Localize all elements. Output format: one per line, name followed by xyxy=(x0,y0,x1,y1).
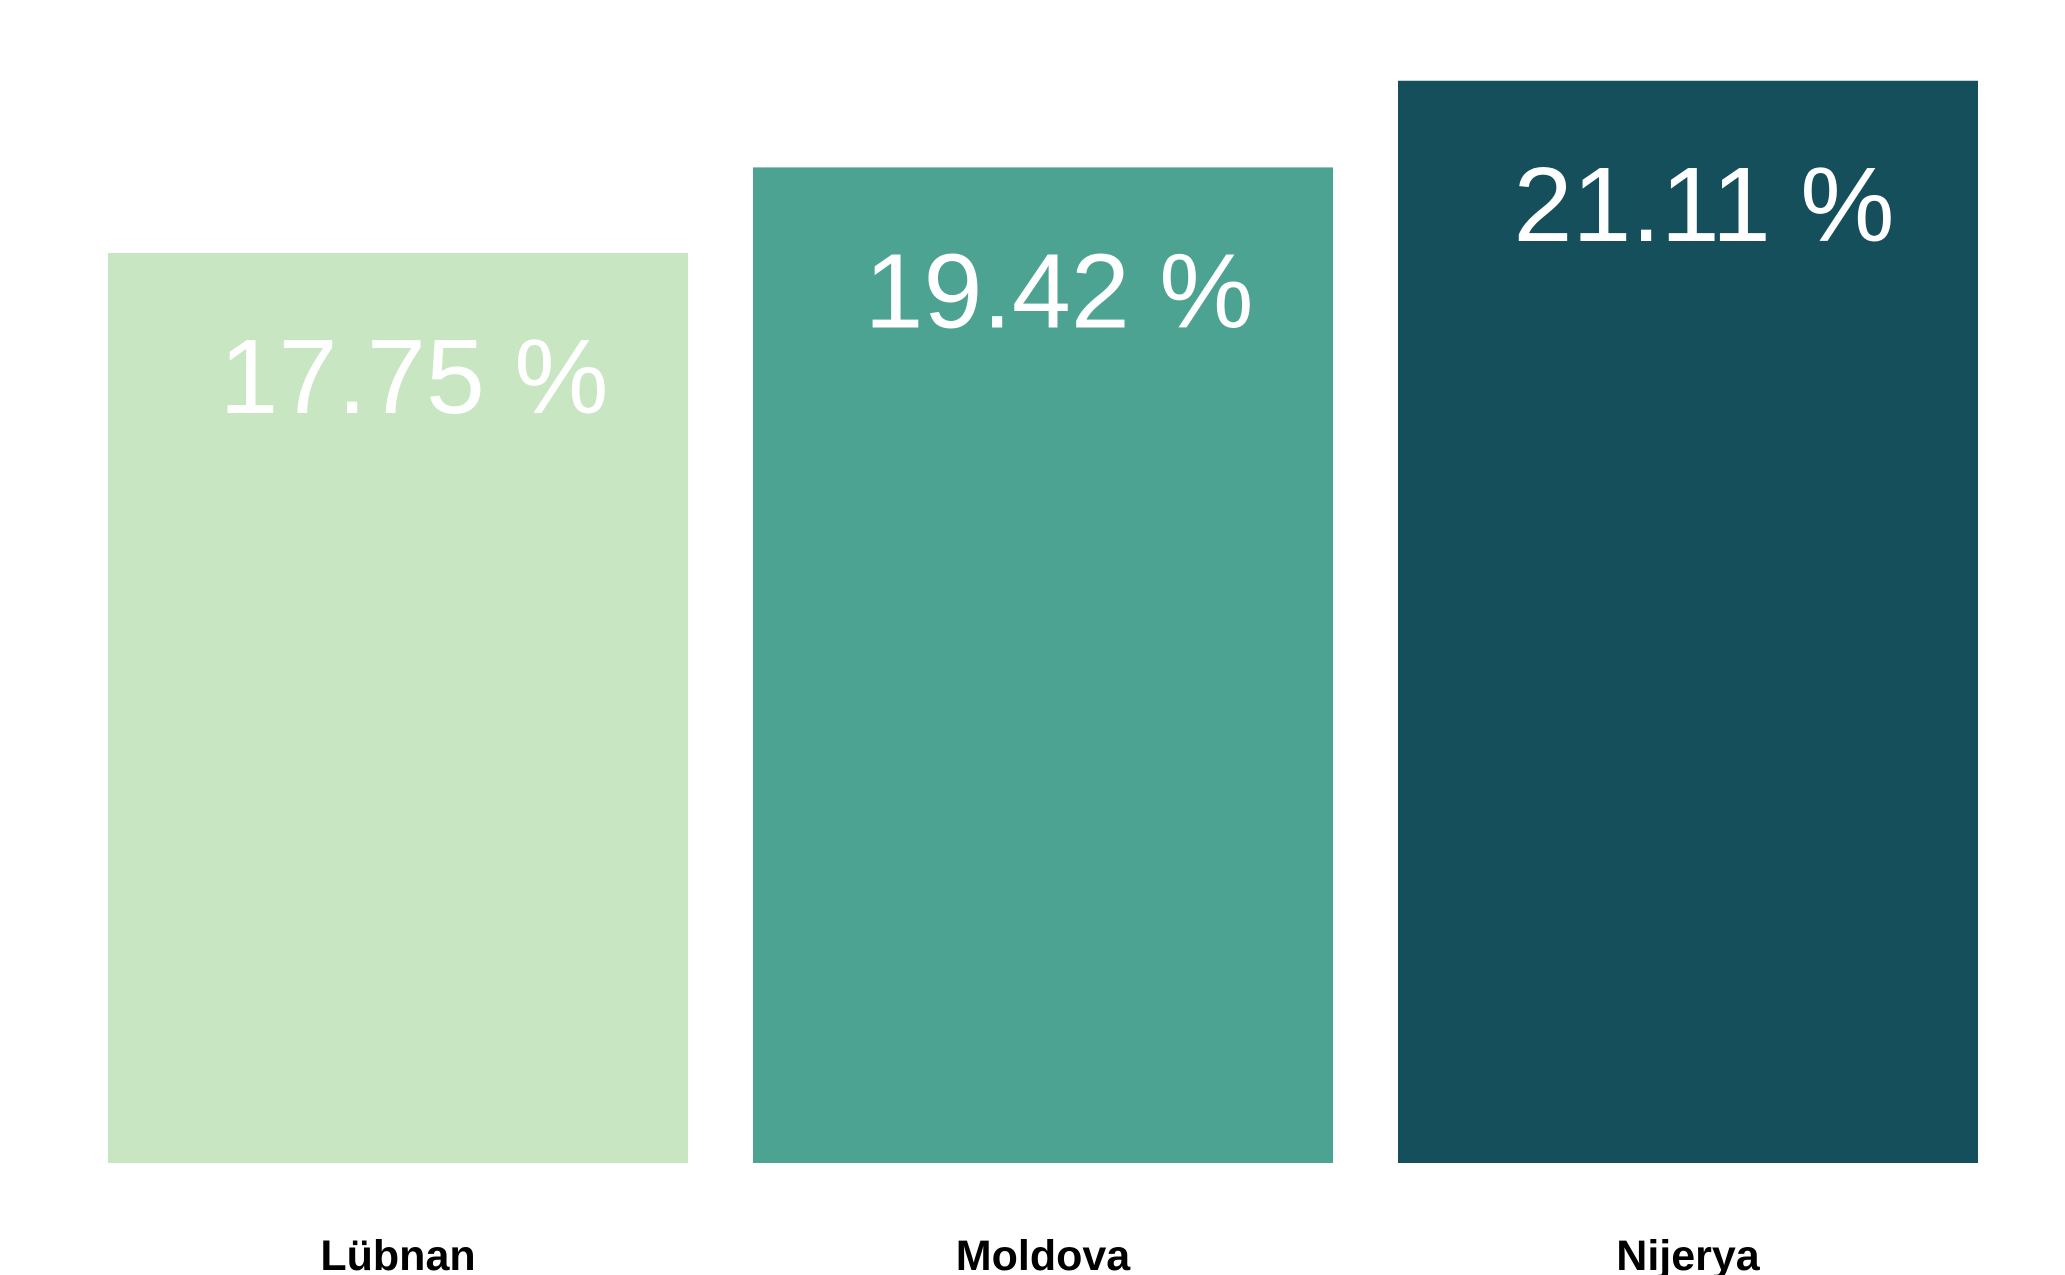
bar-0 xyxy=(108,253,688,1164)
bars-layer xyxy=(108,80,1978,1164)
category-label-0: Lübnan xyxy=(320,1232,475,1275)
bar-value-label-0: 17.75 % xyxy=(220,318,609,436)
value-labels-layer: 17.75 % 19.42 % 21.11 % xyxy=(220,146,1895,436)
bar-value-label-2: 21.11 % xyxy=(1513,146,1894,264)
bar-2 xyxy=(1398,80,1978,1164)
category-label-2: Nijerya xyxy=(1616,1232,1761,1275)
category-label-1: Moldova xyxy=(956,1232,1131,1275)
bar-value-label-1: 19.42 % xyxy=(865,232,1254,350)
category-labels-layer: Lübnan Moldova Nijerya xyxy=(320,1232,1760,1275)
bar-1 xyxy=(753,167,1333,1163)
